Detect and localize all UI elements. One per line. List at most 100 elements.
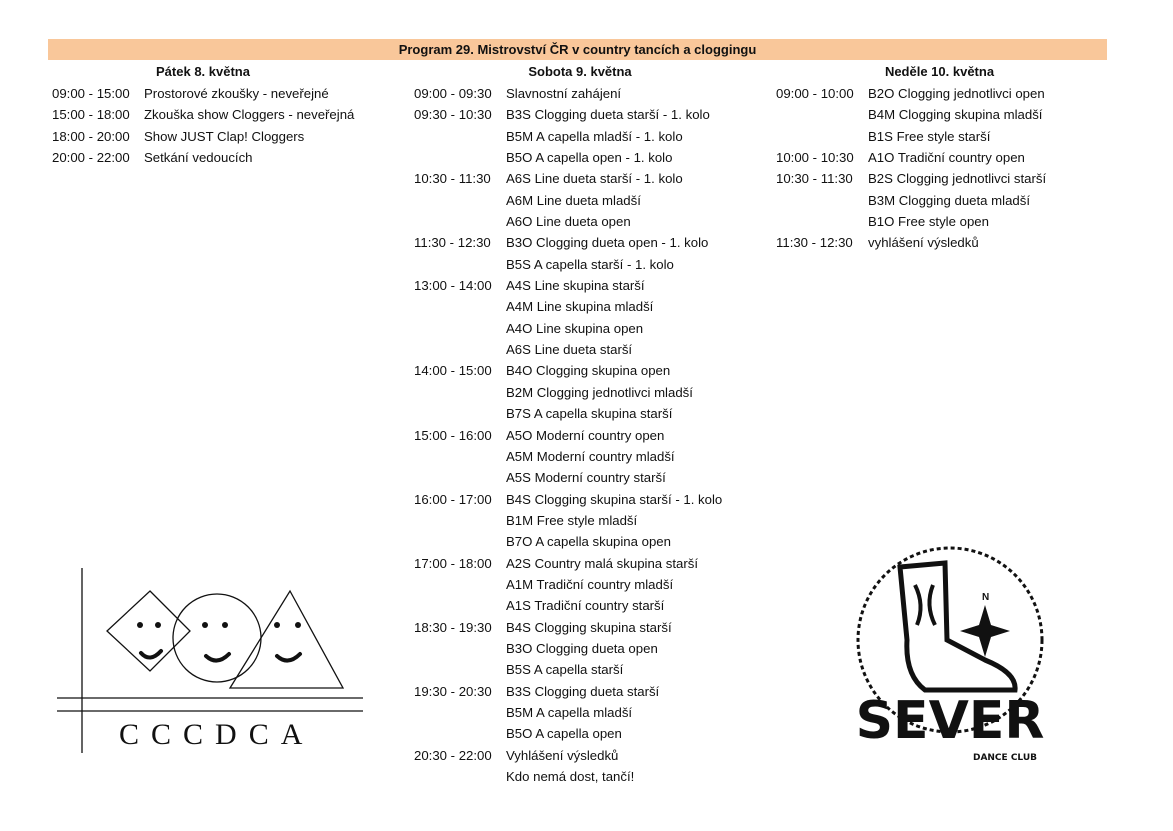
schedule-row: B3O Clogging dueta open [414, 638, 722, 659]
time-slot [414, 211, 506, 232]
event-name: A5S Moderní country starší [506, 470, 666, 486]
event-name: B7O A capella skupina open [506, 534, 671, 550]
event-name: B5O A capella open [506, 726, 622, 742]
sunday-schedule: 09:00 - 10:00 B2O Clogging jednotlivci op… [776, 83, 1046, 254]
schedule-row: B5M A capella mladší [414, 702, 722, 723]
event-name: B7S A capella skupina starší [506, 406, 673, 422]
event-name: B5M A capella mladší [506, 704, 633, 720]
schedule-row: 14:00 - 15:00 B4O Clogging skupina open [414, 360, 722, 381]
event-name: B3S Clogging dueta starší - 1. kolo [506, 107, 710, 123]
event-name: A4S Line skupina starší [506, 278, 645, 294]
time-slot [414, 126, 506, 147]
schedule-row: A4O Line skupina open [414, 318, 722, 339]
time-slot [414, 382, 506, 403]
event-name: B5S A capella starší [506, 662, 624, 678]
schedule-row: 13:00 - 14:00 A4S Line skupina starší [414, 275, 722, 296]
time-slot: 10:00 - 10:30 [776, 150, 854, 166]
schedule-row: 20:30 - 22:00 Vyhlášení výsledků [414, 745, 722, 766]
event-name: B1S Free style starší [868, 128, 991, 144]
event-name: A2S Country malá skupina starší [506, 555, 699, 571]
event-name: A6S Line dueta starší [506, 342, 633, 358]
sever-logo-text: SEVER [856, 691, 1045, 751]
schedule-row: B5S A capella starší [414, 659, 722, 680]
event-name: A5M Moderní country mladší [506, 448, 675, 464]
schedule-row: 16:00 - 17:00 B4S Clogging skupina starší… [414, 489, 722, 510]
cccdca-logo: CCCDCA [57, 568, 363, 753]
schedule-row: 19:30 - 20:30 B3S Clogging dueta starší [414, 681, 722, 702]
time-slot [414, 595, 506, 616]
event-name: A6S Line dueta starší - 1. kolo [506, 171, 683, 187]
event-name: B2S Clogging jednotlivci starší [868, 171, 1047, 187]
time-slot [414, 766, 506, 787]
event-name: B4O Clogging skupina open [506, 363, 671, 379]
program-title: Program 29. Mistrovství ČR v country tan… [48, 39, 1107, 60]
cccdca-logo-text: CCCDCA [119, 718, 314, 751]
schedule-row: B1O Free style open [776, 211, 1046, 232]
schedule-row: B3M Clogging dueta mladší [776, 190, 1046, 211]
schedule-row: B7S A capella skupina starší [414, 403, 722, 424]
schedule-row: 10:00 - 10:30 A1O Tradiční country open [776, 147, 1046, 168]
schedule-row: 10:30 - 11:30 B2S Clogging jednotlivci st… [776, 168, 1046, 189]
schedule-row: 15:00 - 18:00 Zkouška show Cloggers - nev… [52, 104, 354, 125]
time-slot [414, 659, 506, 680]
time-slot [414, 467, 506, 488]
event-name: B4S Clogging skupina starší [506, 619, 672, 635]
time-slot [414, 510, 506, 531]
svg-text:N: N [982, 592, 989, 603]
schedule-row: 11:30 - 12:30 vyhlášení výsledků [776, 232, 1046, 253]
event-name: B3O Clogging dueta open [506, 640, 658, 656]
time-slot [414, 403, 506, 424]
time-slot [414, 531, 506, 552]
time-slot: 17:00 - 18:00 [414, 555, 492, 571]
schedule-row: B7O A capella skupina open [414, 531, 722, 552]
schedule-row: A4M Line skupina mladší [414, 296, 722, 317]
time-slot: 20:30 - 22:00 [414, 747, 492, 763]
event-name: A5O Moderní country open [506, 427, 665, 443]
schedule-row: 09:00 - 09:30 Slavnostní zahájení [414, 83, 722, 104]
schedule-row: 18:00 - 20:00 Show JUST Clap! Cloggers [52, 126, 354, 147]
day-heading-sunday: Neděle 10. května [884, 64, 995, 79]
time-slot [414, 339, 506, 360]
event-name: Kdo nemá dost, tančí! [506, 769, 635, 784]
time-slot [414, 254, 506, 275]
event-name: Setkání vedoucích [144, 150, 253, 166]
event-name: A4O Line skupina open [506, 320, 644, 336]
event-name: B5O A capella open - 1. kolo [506, 150, 673, 166]
time-slot: 14:00 - 15:00 [414, 363, 492, 379]
schedule-row: 18:30 - 19:30 B4S Clogging skupina starší [414, 617, 722, 638]
schedule-row: B5M A capella mladší - 1. kolo [414, 126, 722, 147]
schedule-row: 11:30 - 12:30 B3O Clogging dueta open - 1… [414, 232, 722, 253]
event-name: B3S Clogging dueta starší [506, 683, 660, 699]
time-slot: 18:00 - 20:00 [52, 128, 130, 144]
time-slot: 13:00 - 14:00 [414, 278, 492, 294]
time-slot [776, 211, 868, 232]
event-name: B4S Clogging skupina starší - 1. kolo [506, 491, 723, 507]
event-name: B3O Clogging dueta open - 1. kolo [506, 235, 709, 251]
event-name: Prostorové zkoušky - neveřejné [144, 86, 329, 101]
time-slot: 10:30 - 11:30 [414, 171, 491, 187]
schedule-row: A6M Line dueta mladší [414, 190, 722, 211]
event-name: Vyhlášení výsledků [506, 747, 619, 763]
time-slot [414, 702, 506, 723]
time-slot: 15:00 - 16:00 [414, 427, 492, 443]
schedule-row: 10:30 - 11:30 A6S Line dueta starší - 1. … [414, 168, 722, 189]
event-name: Show JUST Clap! Cloggers [144, 128, 305, 144]
schedule-row: A1S Tradiční country starší [414, 595, 722, 616]
dance-club-text: DANCE CLUB [973, 753, 1037, 763]
time-slot: 09:00 - 10:00 [776, 86, 854, 101]
schedule-row: 15:00 - 16:00 A5O Moderní country open [414, 425, 722, 446]
event-name: vyhlášení výsledků [868, 235, 979, 251]
schedule-row: A6S Line dueta starší [414, 339, 722, 360]
schedule-row: A1M Tradiční country mladší [414, 574, 722, 595]
schedule-row: A6O Line dueta open [414, 211, 722, 232]
event-name: B5S A capella starší - 1. kolo [506, 256, 674, 272]
time-slot [414, 638, 506, 659]
schedule-row: A5M Moderní country mladší [414, 446, 722, 467]
time-slot [776, 126, 868, 147]
event-name: Zkouška show Cloggers - neveřejná [144, 107, 355, 123]
time-slot [414, 147, 506, 168]
schedule-row: 09:00 - 10:00 B2O Clogging jednotlivci op… [776, 83, 1046, 104]
time-slot [414, 574, 506, 595]
time-slot [414, 446, 506, 467]
event-name: B3M Clogging dueta mladší [868, 192, 1031, 208]
